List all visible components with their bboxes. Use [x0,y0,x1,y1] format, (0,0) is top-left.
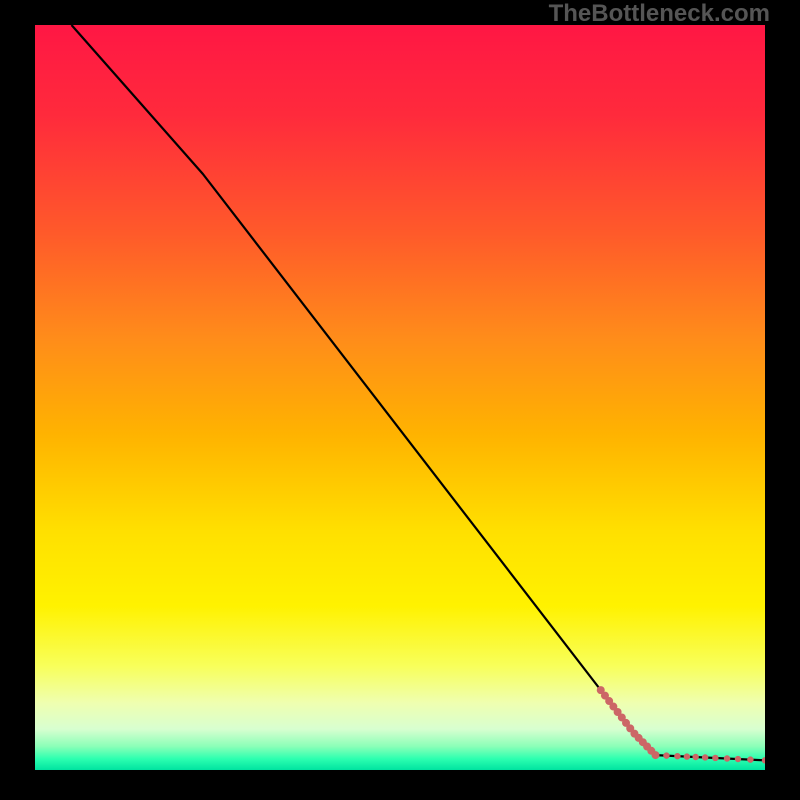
chart-container: TheBottleneck.com [0,0,800,800]
gradient-background [35,25,765,770]
data-marker [663,752,669,758]
data-marker [674,753,680,759]
data-marker [684,753,690,759]
data-marker [747,756,753,762]
watermark-text: TheBottleneck.com [549,0,770,28]
data-marker [652,751,660,759]
plot-area [35,25,765,770]
data-marker [692,754,698,760]
data-marker [712,755,718,761]
data-marker [702,754,708,760]
data-marker [735,756,741,762]
data-marker [724,755,730,761]
